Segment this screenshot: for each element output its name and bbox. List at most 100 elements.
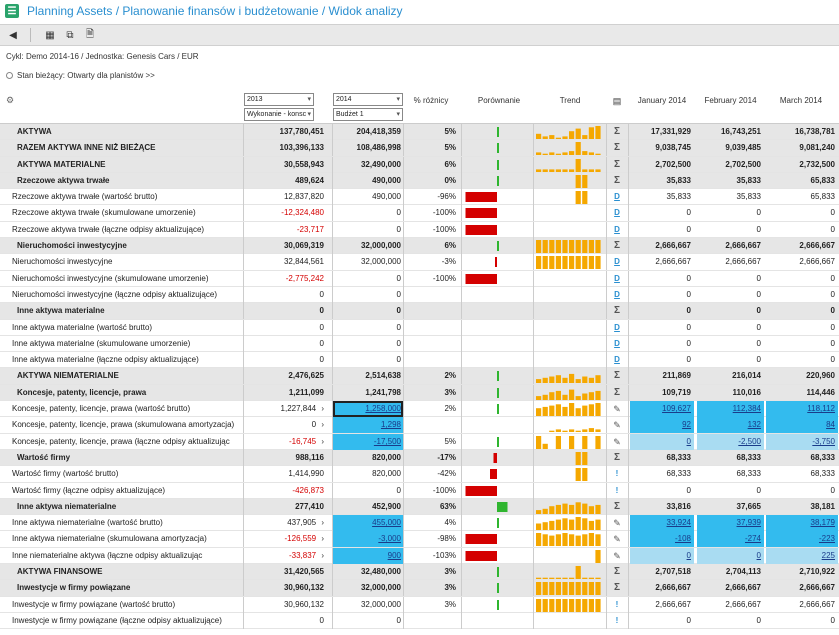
column-divider bbox=[628, 319, 629, 336]
data-icon[interactable]: D bbox=[614, 338, 620, 348]
value-2014-input[interactable]: 1,298 bbox=[333, 417, 403, 434]
copy-arrow-icon[interactable]: › bbox=[319, 518, 324, 528]
copy-arrow-icon[interactable]: › bbox=[319, 550, 324, 560]
data-icon[interactable]: D bbox=[614, 224, 620, 234]
data-icon[interactable]: D bbox=[614, 257, 620, 267]
column-divider bbox=[403, 612, 404, 629]
calendar-icon[interactable]: ▤ bbox=[612, 96, 622, 106]
feb-value[interactable]: 0 bbox=[697, 547, 764, 564]
value-2013: -126,559 bbox=[284, 534, 317, 544]
sum-icon[interactable]: Σ bbox=[613, 370, 620, 382]
mar-value: 0 bbox=[830, 289, 835, 299]
column-divider bbox=[533, 384, 534, 401]
feb-value[interactable]: -274 bbox=[697, 531, 764, 548]
copy-arrow-icon[interactable]: › bbox=[319, 404, 324, 414]
info-icon[interactable]: ! bbox=[615, 615, 619, 625]
pencil-icon[interactable]: ✎ bbox=[613, 420, 621, 431]
value-2013: 31,420,565 bbox=[283, 567, 324, 577]
data-icon[interactable]: D bbox=[614, 289, 620, 299]
sum-icon[interactable]: Σ bbox=[613, 158, 620, 170]
status-line[interactable]: Stan bieżący: Otwarty dla planistów >> bbox=[6, 71, 155, 80]
settings-gear-icon[interactable]: ⚙ bbox=[6, 95, 15, 105]
pencil-icon[interactable]: ✎ bbox=[613, 404, 621, 415]
trend-bar bbox=[595, 240, 601, 254]
pencil-icon[interactable]: ✎ bbox=[613, 534, 621, 545]
trend-bar bbox=[569, 256, 575, 270]
toolbar: ◀ ▦ ⧉ 🗎 bbox=[0, 24, 839, 46]
status-text[interactable]: Stan bieżący: Otwarty dla planistów >> bbox=[17, 71, 155, 80]
data-icon[interactable]: D bbox=[614, 192, 620, 202]
trend-bar bbox=[588, 521, 594, 531]
sum-icon[interactable]: Σ bbox=[613, 451, 620, 463]
data-icon[interactable]: D bbox=[614, 322, 620, 332]
feb-value[interactable]: -2,500 bbox=[697, 433, 764, 450]
column-divider bbox=[332, 352, 333, 369]
value-2014-input[interactable]: -17,500 bbox=[333, 433, 403, 450]
value-2014-cell: 32,000,000 bbox=[360, 599, 401, 609]
comparison-bar bbox=[462, 531, 536, 547]
year2-select[interactable]: 2014 ▾ bbox=[333, 93, 403, 106]
sum-icon[interactable]: Σ bbox=[613, 240, 620, 252]
value-2014-input[interactable]: 455,000 bbox=[333, 515, 403, 532]
trend-bar bbox=[588, 256, 594, 270]
table-row: Rzeczowe aktywa trwałe (skumulowane umor… bbox=[0, 205, 839, 222]
value-2013: 988,116 bbox=[295, 452, 324, 462]
value-2014-input[interactable]: 1,258,000 bbox=[333, 401, 403, 418]
sum-icon[interactable]: Σ bbox=[613, 126, 620, 137]
copy-icon[interactable]: ⧉ bbox=[66, 29, 74, 41]
data-icon[interactable]: D bbox=[614, 355, 620, 365]
value-2014-input[interactable]: 900 bbox=[333, 547, 403, 564]
pencil-icon[interactable]: ✎ bbox=[613, 518, 621, 529]
copy-arrow-icon[interactable]: › bbox=[319, 534, 324, 544]
trend-bar bbox=[536, 435, 542, 449]
copy-arrow-icon[interactable]: › bbox=[319, 420, 324, 430]
trend-bar bbox=[582, 405, 588, 417]
jan-value[interactable]: 109,627 bbox=[630, 401, 694, 418]
info-icon[interactable]: ! bbox=[615, 485, 619, 495]
jan-value[interactable]: 92 bbox=[630, 417, 694, 434]
back-icon[interactable]: ◀ bbox=[9, 29, 17, 41]
mar-value[interactable]: -3,750 bbox=[766, 433, 838, 450]
value-2014-input[interactable]: -3,000 bbox=[333, 531, 403, 548]
scenario2-select[interactable]: Budżet 1 ▾ bbox=[333, 108, 403, 121]
sum-icon[interactable]: Σ bbox=[613, 305, 620, 317]
info-icon[interactable]: ! bbox=[615, 469, 619, 479]
jan-value[interactable]: 33,924 bbox=[630, 515, 694, 532]
mar-value[interactable]: 84 bbox=[766, 417, 838, 434]
pencil-icon[interactable]: ✎ bbox=[613, 550, 621, 561]
sum-icon[interactable]: Σ bbox=[613, 174, 620, 186]
mar-value[interactable]: 225 bbox=[766, 547, 838, 564]
table-export-icon[interactable]: ▦ bbox=[45, 29, 55, 41]
jan-value[interactable]: 0 bbox=[630, 433, 694, 450]
pencil-icon[interactable]: ✎ bbox=[613, 436, 621, 447]
scenario1-select[interactable]: Wykonanie - konsc ▾ bbox=[244, 108, 314, 121]
pct-diff: 6% bbox=[444, 241, 456, 251]
jan-value[interactable]: 0 bbox=[630, 547, 694, 564]
year1-select[interactable]: 2013 ▾ bbox=[244, 93, 314, 106]
info-icon[interactable]: ! bbox=[615, 599, 619, 609]
jan-value[interactable]: -108 bbox=[630, 531, 694, 548]
sum-icon[interactable]: Σ bbox=[613, 582, 620, 594]
copy-arrow-icon[interactable]: › bbox=[319, 436, 324, 446]
trend-bar bbox=[536, 533, 542, 547]
document-icon[interactable]: 🗎 bbox=[85, 28, 95, 40]
trend-bar bbox=[588, 582, 594, 596]
sum-icon[interactable]: Σ bbox=[613, 500, 620, 512]
feb-value[interactable]: 37,939 bbox=[697, 515, 764, 532]
trend-bar bbox=[549, 391, 555, 400]
sum-icon[interactable]: Σ bbox=[613, 386, 620, 398]
feb-value[interactable]: 132 bbox=[697, 417, 764, 434]
mar-value: 16,738,781 bbox=[794, 127, 835, 136]
mar-value[interactable]: 118,112 bbox=[766, 401, 838, 418]
feb-value[interactable]: 112,384 bbox=[697, 401, 764, 418]
sum-icon[interactable]: Σ bbox=[613, 566, 620, 578]
column-divider bbox=[606, 270, 607, 287]
row-label: Inwestycje w firmy powiązane bbox=[17, 583, 131, 593]
data-icon[interactable]: D bbox=[614, 208, 620, 218]
status-radio-icon[interactable] bbox=[6, 72, 13, 79]
mar-value[interactable]: 38,179 bbox=[766, 515, 838, 532]
mar-value[interactable]: -223 bbox=[766, 531, 838, 548]
column-divider bbox=[606, 172, 607, 189]
data-icon[interactable]: D bbox=[614, 273, 620, 283]
sum-icon[interactable]: Σ bbox=[613, 142, 620, 154]
